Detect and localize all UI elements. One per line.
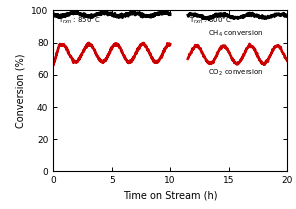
Text: T$_{rxn}$ : 800°C: T$_{rxn}$ : 800°C — [189, 15, 232, 26]
Text: CH$_4$ conversion: CH$_4$ conversion — [207, 28, 263, 39]
X-axis label: Time on Stream (h): Time on Stream (h) — [123, 191, 218, 201]
Text: CO$_2$ conversion: CO$_2$ conversion — [207, 68, 263, 78]
Y-axis label: Conversion (%): Conversion (%) — [16, 54, 26, 128]
Text: T$_{rxn}$ : 850°C: T$_{rxn}$ : 850°C — [58, 15, 101, 26]
